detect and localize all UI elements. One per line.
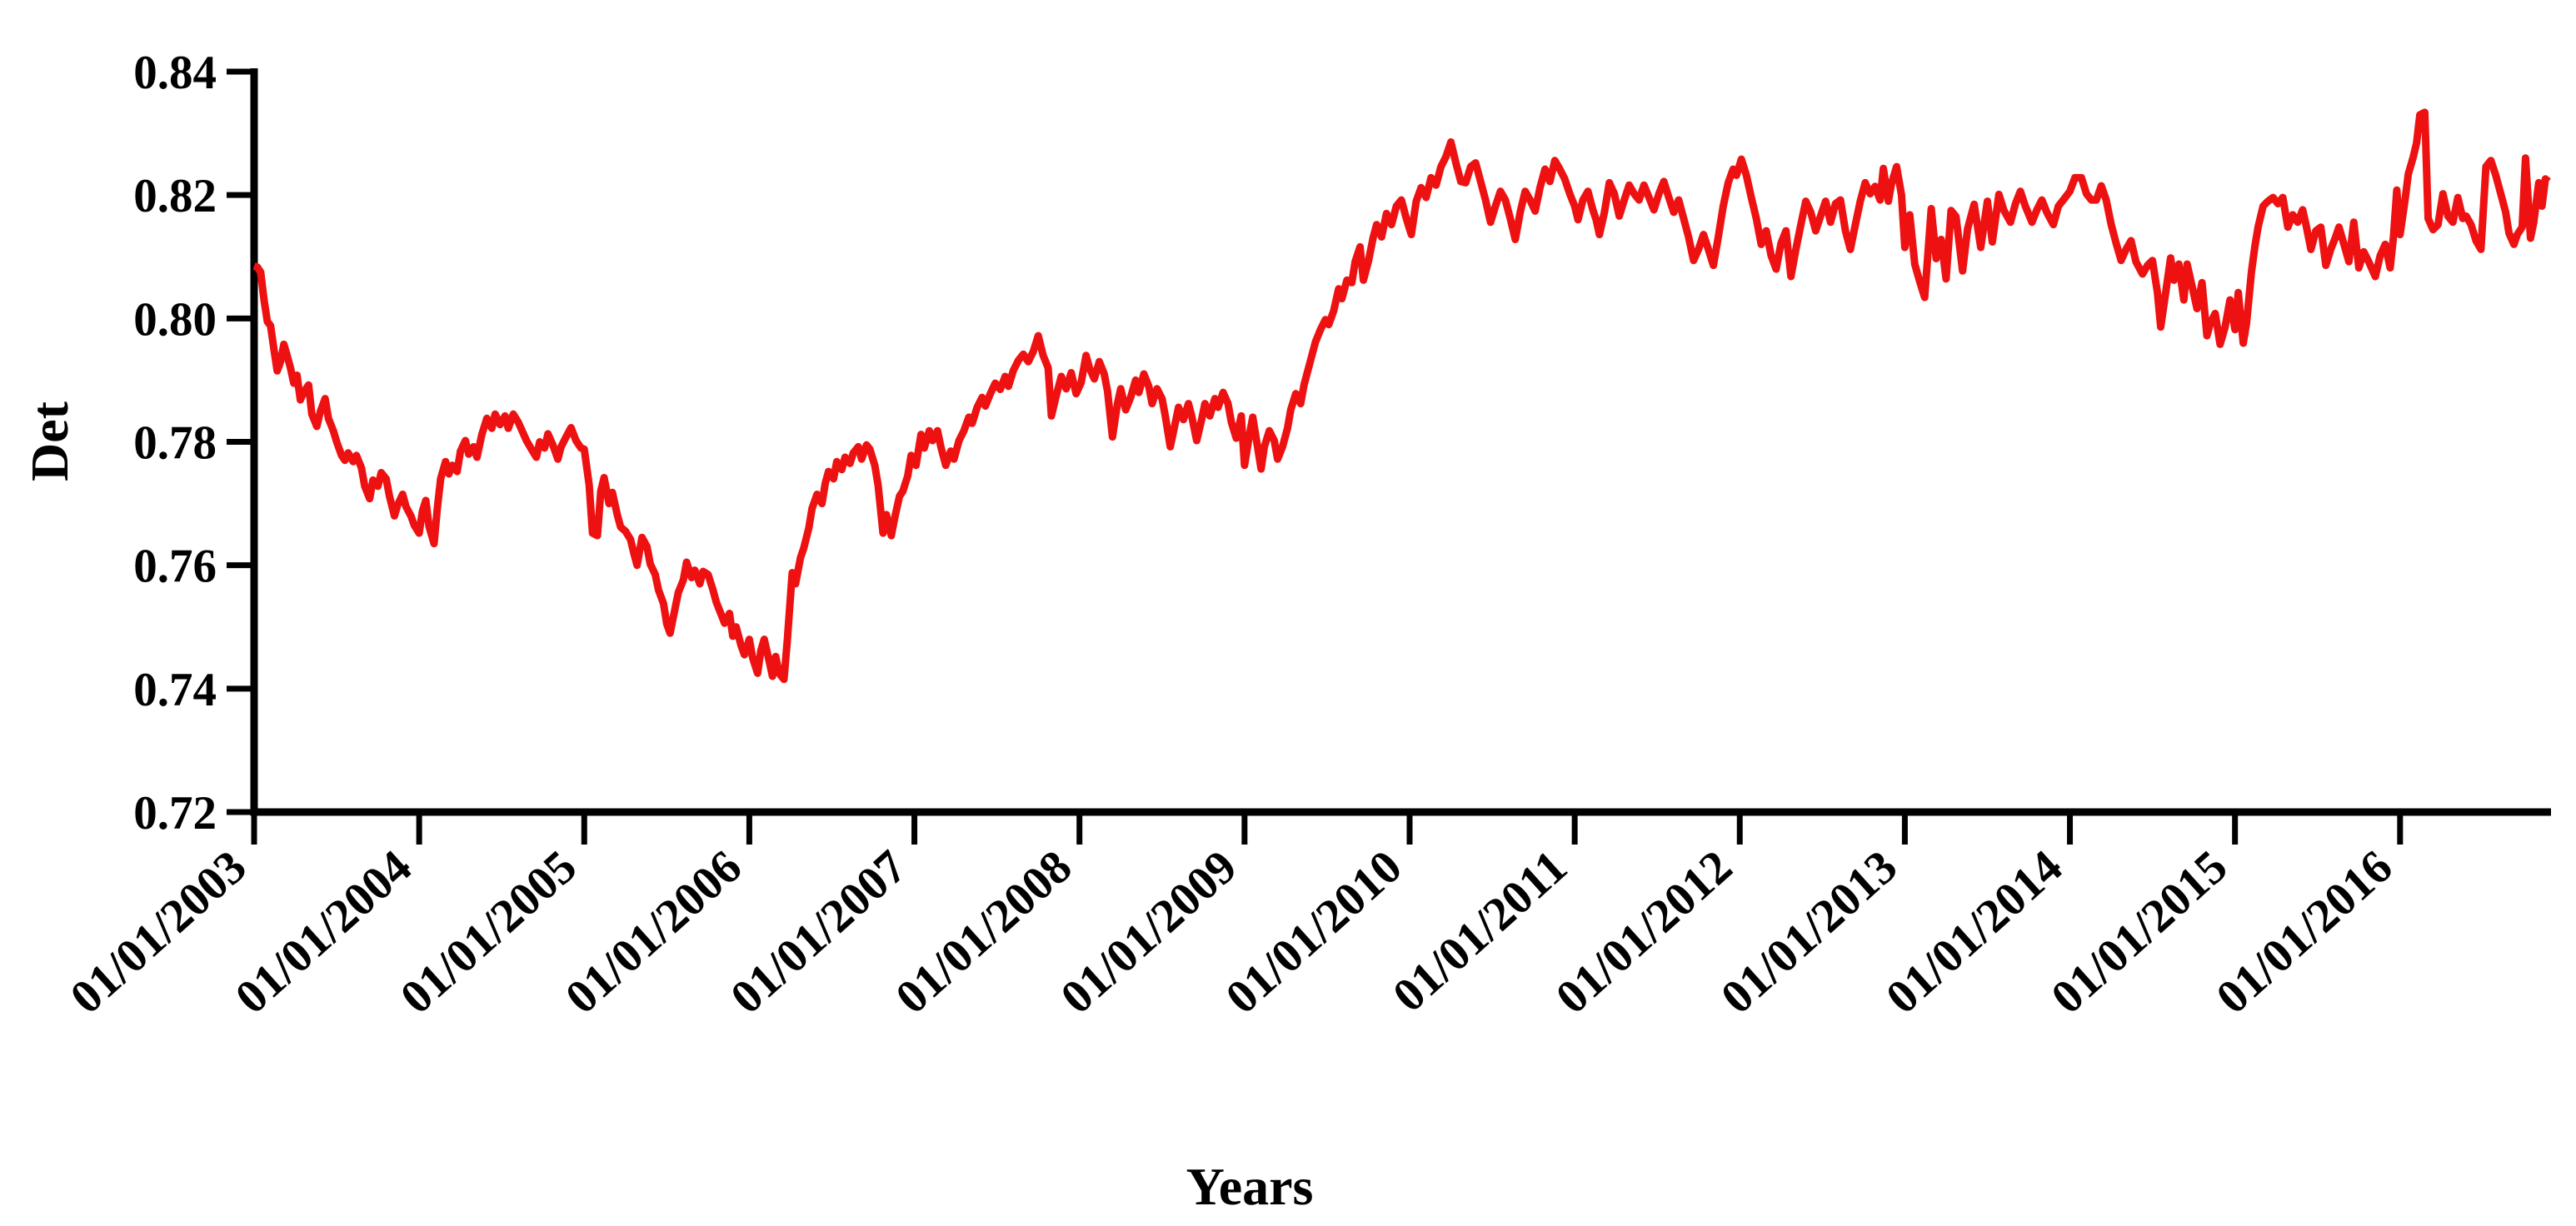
- x-tick-label: 01/01/2008: [886, 840, 1081, 1024]
- x-tick-label: 01/01/2014: [1876, 840, 2072, 1024]
- y-tick-label: 0.76: [133, 541, 217, 593]
- y-tick-label: 0.78: [133, 417, 217, 470]
- axis-spines: [250, 68, 2551, 816]
- x-axis-title: Years: [1186, 1157, 1314, 1216]
- det-series: [252, 108, 2551, 684]
- x-tick-label: 01/01/2006: [556, 840, 751, 1024]
- x-tick-label: 01/01/2011: [1383, 840, 1577, 1022]
- x-tick-label: 01/01/2013: [1711, 840, 1907, 1024]
- x-tick-label: 01/01/2003: [61, 840, 257, 1024]
- x-tick-label: 01/01/2010: [1216, 840, 1412, 1024]
- y-axis-ticks: 0.72 0.74 0.76 0.78 0.80 0.82 0.84: [133, 47, 254, 840]
- x-tick-label: 01/01/2004: [226, 840, 422, 1024]
- det-series-line: [252, 108, 2551, 684]
- y-tick-label: 0.82: [133, 170, 217, 222]
- x-tick-label: 01/01/2005: [391, 840, 587, 1024]
- y-axis-title: Det: [19, 401, 79, 481]
- x-tick-label: 01/01/2009: [1051, 840, 1246, 1024]
- x-tick-label: 01/01/2012: [1546, 840, 1742, 1024]
- y-tick-label: 0.74: [133, 664, 217, 716]
- x-axis-ticks: 01/01/200301/01/200401/01/200501/01/2006…: [61, 812, 2404, 1024]
- y-tick-label: 0.72: [133, 787, 217, 840]
- y-tick-label: 0.84: [133, 47, 217, 99]
- y-tick-label: 0.80: [133, 293, 217, 346]
- x-tick-label: 01/01/2007: [721, 840, 916, 1024]
- x-tick-label: 01/01/2016: [2206, 840, 2402, 1024]
- x-tick-label: 01/01/2015: [2041, 840, 2237, 1024]
